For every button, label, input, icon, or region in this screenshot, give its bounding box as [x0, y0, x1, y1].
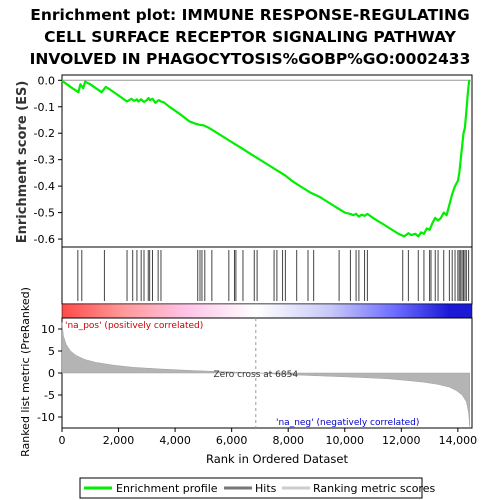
x-axis-tick-label: 14,000	[439, 434, 478, 447]
chart-title-line-3: INVOLVED IN PHAGOCYTOSIS%GOBP%GO:0002433	[30, 50, 471, 68]
metric-panel: 10 5 0 -5 -10 Zero cross at 6854 'na_pos' (p…	[19, 287, 473, 457]
metric-y-tick-label: 10	[41, 323, 55, 336]
es-panel-frame	[61, 74, 473, 248]
neg-label: 'na_neg' (negatively correlated)	[276, 418, 419, 428]
es-panel: 0.0 -0.1 -0.2 -0.3 -0.4 -0.5 -0.6 Enrichment s…	[15, 74, 473, 248]
es-y-tick-label: -0.3	[34, 154, 55, 167]
es-y-tick-label: -0.1	[34, 101, 55, 114]
hit-markers	[77, 250, 470, 301]
es-y-tick-label: -0.4	[34, 180, 55, 193]
metric-y-ticks: 10 5 0 -5 -10	[37, 323, 62, 424]
x-axis-ticks: 0 2,000 4,000 6,000 8,000 10,000 12,000 14,000	[59, 428, 478, 447]
pos-label: 'na_pos' (positively correlated)	[65, 321, 203, 331]
x-axis-tick-label: 12,000	[382, 434, 421, 447]
chart-title-line-1: Enrichment plot: IMMUNE RESPONSE-REGULAT…	[30, 6, 469, 24]
es-y-ticks: 0.0 -0.1 -0.2 -0.3 -0.4 -0.5 -0.6	[34, 74, 472, 246]
metric-y-tick-label: 5	[48, 345, 55, 358]
legend: Enrichment profile Hits Ranking metric s…	[79, 477, 435, 499]
enrichment-profile-series	[61, 79, 471, 238]
legend-metric-label: Ranking metric scores	[313, 482, 435, 495]
enrichment-profile-line	[61, 79, 471, 238]
chart-title-line-2: CELL SURFACE RECEPTOR SIGNALING PATHWAY	[44, 28, 456, 46]
hits-panel	[61, 246, 473, 305]
x-axis-tick-label: 6,000	[216, 434, 248, 447]
metric-y-tick-label: 0	[48, 367, 55, 380]
es-y-tick-label: -0.6	[34, 233, 55, 246]
ranking-heatmap-bar	[61, 303, 473, 319]
ranking-metric-area	[61, 322, 470, 427]
zero-cross-label: Zero cross at 6854	[214, 370, 299, 380]
x-axis-tick-label: 2,000	[103, 434, 135, 447]
x-axis-tick-label: 0	[59, 434, 66, 447]
metric-y-tick-label: -5	[44, 389, 55, 402]
hits-panel-frame	[61, 246, 473, 305]
chart-title: Enrichment plot: IMMUNE RESPONSE-REGULAT…	[30, 6, 471, 68]
legend-enrichment-label: Enrichment profile	[116, 482, 218, 495]
x-axis-tick-label: 10,000	[326, 434, 365, 447]
x-axis-tick-label: 8,000	[272, 434, 304, 447]
metric-y-tick-label: -10	[37, 411, 55, 424]
metric-y-axis-label: Ranked list metric (PreRanked)	[19, 287, 32, 457]
x-axis-label: Rank in Ordered Dataset	[206, 452, 349, 466]
x-axis-tick-label: 4,000	[159, 434, 191, 447]
ranking-heatmap	[61, 303, 473, 319]
es-y-tick-label: 0.0	[38, 74, 56, 87]
ranking-metric-series	[61, 322, 470, 427]
legend-hits-label: Hits	[255, 482, 277, 495]
es-y-axis-label: Enrichment score (ES)	[15, 81, 30, 244]
es-y-tick-label: -0.5	[34, 207, 55, 220]
es-y-tick-label: -0.2	[34, 127, 55, 140]
